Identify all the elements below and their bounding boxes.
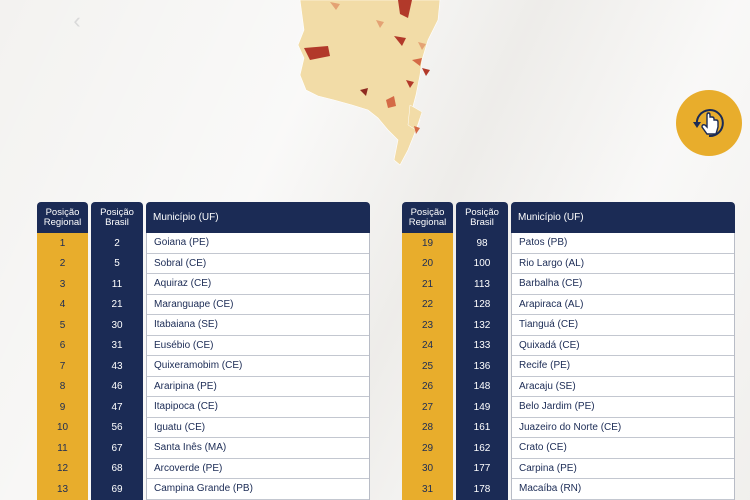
brasil-rank-cell: 31: [111, 340, 123, 352]
regional-rank-cell: 25: [421, 360, 434, 372]
brasil-rank-cell: 100: [473, 258, 491, 270]
municipio-cell: Iguatu (CE): [147, 418, 369, 438]
regional-rank-cell: 5: [59, 319, 66, 331]
regional-rank-cell: 21: [421, 278, 434, 290]
municipio-cell: Macaíba (RN): [512, 479, 734, 500]
brasil-rank-cell: 132: [473, 319, 491, 331]
map-svg: [297, 0, 441, 166]
brasil-rank-cell: 46: [111, 381, 123, 393]
regional-rank-cell: 1: [59, 237, 66, 249]
chevron-left-icon[interactable]: ‹: [73, 8, 81, 33]
column-municipio: Goiana (PE) Sobral (CE) Aquiraz (CE) Marang…: [146, 233, 370, 500]
regional-rank-cell: 30: [421, 463, 434, 475]
column-municipio: Patos (PB) Rio Largo (AL) Barbalha (CE) Ara…: [511, 233, 735, 500]
brasil-rank-cell: 67: [111, 442, 123, 454]
brasil-rank-cell: 162: [473, 442, 491, 454]
municipio-cell: Aquiraz (CE): [147, 274, 369, 295]
hand-rotate-icon: [693, 109, 724, 138]
regional-rank-cell: 26: [421, 381, 434, 393]
regional-rank-cell: 23: [421, 319, 434, 331]
municipio-cell: Arcoverde (PE): [147, 459, 369, 479]
municipio-cell: Patos (PB): [512, 233, 734, 254]
brasil-rank-cell: 148: [473, 381, 491, 393]
ranking-table-right: Posição Regional Posição Brasil Municípi…: [402, 202, 735, 500]
municipio-cell: Campina Grande (PB): [147, 479, 369, 500]
brasil-rank-cell: 43: [111, 360, 123, 372]
municipio-cell: Eusébio (CE): [147, 336, 369, 356]
regional-rank-cell: 10: [56, 422, 69, 434]
regional-rank-cell: 2: [59, 258, 66, 270]
municipio-cell: Recife (PE): [512, 356, 734, 377]
brasil-rank-cell: 178: [473, 483, 491, 495]
header-municipio: Município (UF): [146, 202, 370, 233]
brasil-rank-cell: 5: [114, 258, 120, 270]
regional-rank-cell: 22: [421, 299, 434, 311]
municipio-cell: Itabaiana (SE): [147, 315, 369, 336]
column-regional: 19 20 21 22 23 24 25 26 27 28 29 30 31: [402, 233, 453, 500]
brasil-rank-cell: 161: [473, 422, 491, 434]
column-brasil: 2 5 11 21 30 31 43 46 47 56 67 68 69: [91, 233, 143, 500]
municipio-cell: Rio Largo (AL): [512, 254, 734, 274]
header-posicao-brasil: Posição Brasil: [456, 202, 508, 233]
municipio-cell: Juazeiro do Norte (CE): [512, 418, 734, 438]
northeast-map[interactable]: [290, 0, 450, 170]
municipio-cell: Arapiraca (AL): [512, 295, 734, 315]
ranking-table-left: Posição Regional Posição Brasil Municípi…: [37, 202, 370, 500]
municipio-cell: Tianguá (CE): [512, 315, 734, 336]
municipio-cell: Santa Inês (MA): [147, 438, 369, 459]
municipio-cell: Barbalha (CE): [512, 274, 734, 295]
brasil-rank-cell: 2: [114, 237, 120, 249]
regional-rank-cell: 8: [59, 381, 66, 393]
municipio-cell: Araripina (PE): [147, 377, 369, 397]
regional-rank-cell: 20: [421, 258, 434, 270]
header-posicao-brasil: Posição Brasil: [91, 202, 143, 233]
municipio-cell: Sobral (CE): [147, 254, 369, 274]
regional-rank-cell: 27: [421, 401, 434, 413]
column-regional: 1 2 3 4 5 6 7 8 9 10 11 12 13: [37, 233, 88, 500]
municipio-cell: Crato (CE): [512, 438, 734, 459]
municipio-cell: Maranguape (CE): [147, 295, 369, 315]
regional-rank-cell: 31: [421, 483, 434, 495]
header-municipio: Município (UF): [511, 202, 735, 233]
municipio-cell: Quixadá (CE): [512, 336, 734, 356]
header-posicao-regional: Posição Regional: [37, 202, 88, 233]
municipio-cell: Belo Jardim (PE): [512, 397, 734, 418]
brasil-rank-cell: 133: [473, 340, 491, 352]
regional-rank-cell: 24: [421, 340, 434, 352]
brasil-rank-cell: 113: [474, 278, 490, 290]
regional-rank-cell: 11: [57, 442, 68, 454]
regional-rank-cell: 3: [59, 278, 66, 290]
header-posicao-regional: Posição Regional: [402, 202, 453, 233]
brasil-rank-cell: 98: [476, 237, 488, 249]
regional-rank-cell: 12: [56, 463, 69, 475]
brasil-rank-cell: 11: [111, 278, 123, 290]
brasil-rank-cell: 149: [473, 401, 491, 413]
regional-rank-cell: 28: [421, 422, 434, 434]
brasil-rank-cell: 69: [111, 483, 123, 495]
regional-rank-cell: 4: [59, 299, 66, 311]
regional-rank-cell: 9: [59, 401, 66, 413]
brasil-rank-cell: 136: [473, 360, 491, 372]
regional-rank-cell: 29: [421, 442, 434, 454]
municipio-cell: Itapipoca (CE): [147, 397, 369, 418]
brasil-rank-cell: 47: [111, 401, 123, 413]
regional-rank-cell: 19: [421, 237, 434, 249]
municipio-cell: Goiana (PE): [147, 233, 369, 254]
brasil-rank-cell: 56: [111, 422, 123, 434]
rotate-hand-button[interactable]: [676, 90, 742, 156]
column-brasil: 98 100 113 128 132 133 136 148 149 161 162 177 178: [456, 233, 508, 500]
municipio-cell: Aracaju (SE): [512, 377, 734, 397]
brasil-rank-cell: 177: [473, 463, 491, 475]
municipio-cell: Quixeramobim (CE): [147, 356, 369, 377]
brasil-rank-cell: 30: [111, 319, 123, 331]
municipio-cell: Carpina (PE): [512, 459, 734, 479]
regional-rank-cell: 6: [59, 340, 66, 352]
brasil-rank-cell: 68: [111, 463, 123, 475]
regional-rank-cell: 7: [59, 360, 66, 372]
brasil-rank-cell: 128: [473, 299, 491, 311]
brasil-rank-cell: 21: [111, 299, 123, 311]
regional-rank-cell: 13: [56, 483, 69, 495]
